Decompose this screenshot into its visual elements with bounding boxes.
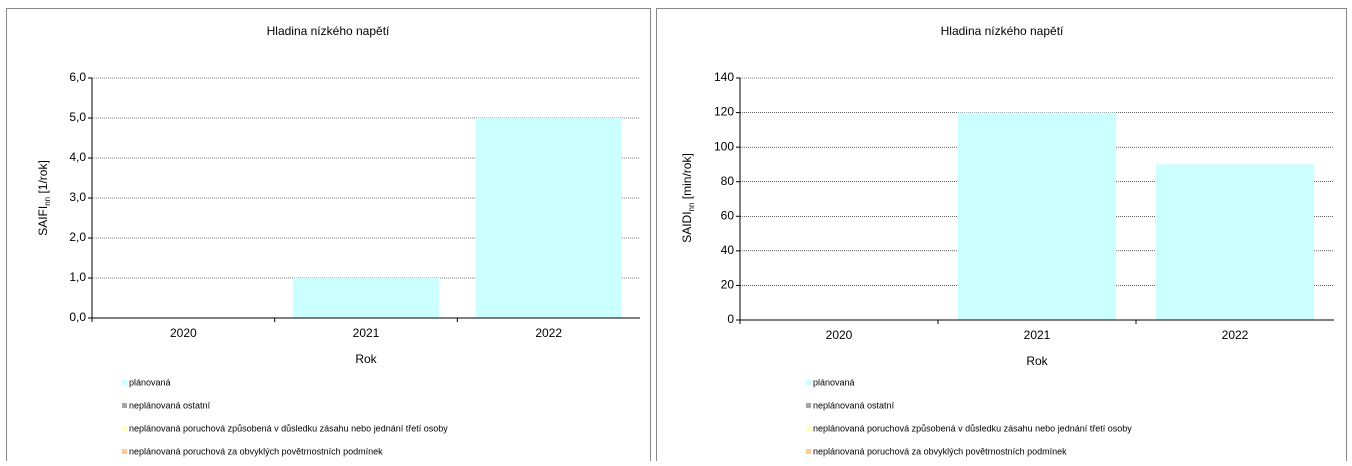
y-tick-label: 140 xyxy=(714,70,734,84)
y-tick-label: 1,0 xyxy=(69,270,86,284)
legend-swatch xyxy=(122,449,127,454)
legend-label: plánovaná xyxy=(813,377,855,387)
legend-label: neplánovaná poruchová za obvyklých povět… xyxy=(129,446,383,456)
y-tick-label: 20 xyxy=(721,278,735,292)
legend-label: plánovaná xyxy=(129,377,171,387)
legend-swatch xyxy=(122,403,127,408)
x-tick-label: 2022 xyxy=(535,326,562,340)
y-tick-label: 120 xyxy=(714,105,734,119)
y-tick-label: 5,0 xyxy=(69,110,86,124)
y-tick-label: 6,0 xyxy=(69,70,86,84)
x-tick-label: 2020 xyxy=(170,326,197,340)
legend-label: neplánovaná ostatní xyxy=(129,400,211,410)
legend-label: neplánovaná poruchová za obvyklých povět… xyxy=(813,446,1067,456)
x-axis-label: Rok xyxy=(1026,354,1048,368)
y-axis-label-part: [1/rok] xyxy=(36,160,50,197)
legend-swatch xyxy=(806,403,811,408)
y-axis-label-part: nn xyxy=(687,203,696,212)
chart-title: Hladina nízkého napětí xyxy=(267,24,390,38)
legend-swatch xyxy=(806,426,811,431)
legend-swatch xyxy=(122,380,127,385)
x-tick-label: 2020 xyxy=(826,328,853,342)
y-axis-label-part: [min/rok] xyxy=(680,153,694,202)
x-axis-label: Rok xyxy=(355,352,377,366)
chart-title: Hladina nízkého napětí xyxy=(941,24,1064,38)
y-axis-label: SAIDInn [min/rok] xyxy=(680,153,696,243)
y-axis-label-part: SAIDI xyxy=(680,211,694,242)
x-tick-label: 2021 xyxy=(1024,328,1051,342)
y-axis-label-part: SAIFI xyxy=(36,206,50,236)
y-tick-label: 3,0 xyxy=(69,190,86,204)
y-tick-label: 80 xyxy=(721,174,735,188)
legend-swatch xyxy=(806,380,811,385)
legend-swatch xyxy=(122,426,127,431)
bar-segment xyxy=(292,278,440,318)
y-axis-label-part: nn xyxy=(43,197,52,206)
y-axis-label: SAIFInn [1/rok] xyxy=(36,160,52,236)
y-tick-label: 100 xyxy=(714,139,734,153)
bar-segment xyxy=(1155,164,1315,320)
x-tick-label: 2022 xyxy=(1222,328,1249,342)
y-tick-label: 0,0 xyxy=(69,310,86,324)
legend-label: neplánovaná poruchová způsobená v důsled… xyxy=(813,423,1132,433)
y-tick-label: 4,0 xyxy=(69,150,86,164)
x-tick-label: 2021 xyxy=(353,326,380,340)
bar-segment xyxy=(957,112,1117,320)
y-tick-label: 40 xyxy=(721,243,735,257)
y-tick-label: 60 xyxy=(721,208,735,222)
legend-label: neplánovaná ostatní xyxy=(813,400,895,410)
bar-segment xyxy=(475,118,622,318)
legend-label: neplánovaná poruchová způsobená v důsled… xyxy=(129,423,448,433)
y-tick-label: 2,0 xyxy=(69,230,86,244)
legend-swatch xyxy=(806,449,811,454)
y-tick-label: 0 xyxy=(727,312,734,326)
